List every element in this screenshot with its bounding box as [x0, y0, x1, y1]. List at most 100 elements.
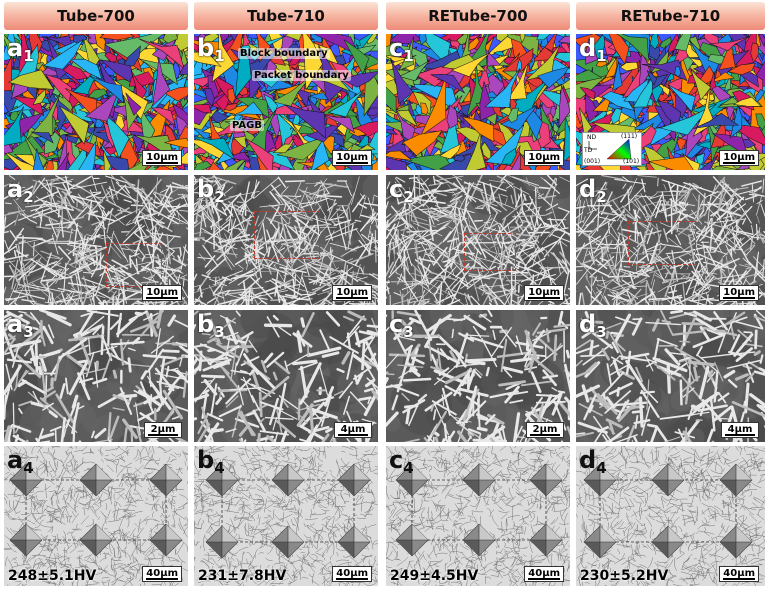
panel-subscript: 2: [596, 188, 607, 206]
sem-micrograph-image: [194, 310, 378, 442]
scale-bar: 10μm: [719, 285, 759, 301]
panel-d4: d4 40μm 230±5.2HV: [576, 446, 765, 586]
panel-subscript: 2: [403, 188, 414, 206]
panel-b3: b3 4μm: [194, 310, 378, 442]
zoom-region-box: [464, 233, 516, 271]
panel-subscript: 2: [214, 188, 225, 206]
ipf-td-label: TD: [584, 147, 593, 154]
panel-label: b2: [197, 175, 225, 211]
scale-bar: 4μm: [334, 422, 372, 438]
scale-bar: 10μm: [142, 285, 182, 301]
panel-label: b1: [197, 34, 225, 70]
panel-subscript: 1: [23, 47, 34, 65]
panel-subscript: 1: [214, 47, 225, 65]
panel-label: d2: [579, 175, 607, 211]
hardness-value: 231±7.8HV: [198, 568, 287, 584]
ipf-001-label: (001): [584, 158, 601, 165]
ipf-111-label: (111): [621, 133, 638, 140]
hardness-indent-image: [4, 446, 188, 586]
panel-letter: b: [197, 310, 215, 338]
panel-c3: c3 2μm: [386, 310, 570, 442]
hardness-indent-image: [194, 446, 378, 586]
panel-letter: a: [7, 310, 24, 338]
panel-subscript: 4: [214, 459, 225, 477]
ebsd-map-image: [4, 34, 188, 170]
panel-letter: c: [389, 34, 404, 62]
panel-letter: b: [197, 446, 215, 474]
panel-letter: b: [197, 175, 215, 203]
panel-letter: a: [7, 446, 24, 474]
scale-bar: 2μm: [526, 422, 564, 438]
hardness-indent-image: [386, 446, 570, 586]
panel-letter: d: [579, 446, 597, 474]
panel-label: b4: [197, 446, 225, 482]
panel-label: a4: [7, 446, 34, 482]
panel-subscript: 1: [403, 47, 414, 65]
scale-bar: 10μm: [332, 150, 372, 166]
panel-letter: a: [7, 175, 24, 203]
hardness-indent-image: [576, 446, 765, 586]
panel-letter: d: [579, 175, 597, 203]
hardness-value: 248±5.1HV: [8, 568, 97, 584]
pagb-label: PAGB: [230, 120, 264, 131]
scale-bar: 10μm: [142, 150, 182, 166]
panel-label: d3: [579, 310, 607, 346]
panel-letter: d: [579, 34, 597, 62]
scale-bar: 40μm: [719, 566, 759, 582]
panel-subscript: 4: [23, 459, 34, 477]
panel-b1: b1 10μm Block boundary Packet boundary PAGB: [194, 34, 378, 170]
panel-subscript: 3: [596, 323, 607, 341]
panel-label: d4: [579, 446, 607, 482]
scale-bar: 10μm: [524, 285, 564, 301]
panel-label: b3: [197, 310, 225, 346]
panel-letter: d: [579, 310, 597, 338]
hardness-value: 230±5.2HV: [580, 568, 669, 584]
panel-subscript: 1: [596, 47, 607, 65]
sem-micrograph-image: [576, 175, 765, 305]
panel-d3: d3 4μm: [576, 310, 765, 442]
panel-letter: c: [389, 310, 404, 338]
scale-bar: 10μm: [719, 150, 759, 166]
zoom-region-box: [106, 243, 162, 287]
scale-bar: 40μm: [332, 566, 372, 582]
ipf-101-label: (101): [623, 158, 640, 165]
panel-letter: a: [7, 34, 24, 62]
panel-label: d1: [579, 34, 607, 70]
panel-subscript: 2: [23, 188, 34, 206]
panel-a2: a2 10μm: [4, 175, 188, 305]
sem-micrograph-image: [386, 175, 570, 305]
ebsd-map-image: [386, 34, 570, 170]
scale-bar: 40μm: [524, 566, 564, 582]
sem-micrograph-image: [386, 310, 570, 442]
panel-d2: d2 10μm: [576, 175, 765, 305]
column-header-retube-710: RETube-710: [576, 2, 765, 30]
scale-bar: 10μm: [332, 285, 372, 301]
panel-label: a1: [7, 34, 34, 70]
panel-letter: c: [389, 175, 404, 203]
panel-c1: c1 10μm: [386, 34, 570, 170]
sem-micrograph-image: [4, 310, 188, 442]
scale-bar: 2μm: [144, 422, 182, 438]
panel-b4: b4 40μm 231±7.8HV: [194, 446, 378, 586]
panel-label: a2: [7, 175, 34, 211]
panel-c2: c2 10μm: [386, 175, 570, 305]
block-boundary-label: Block boundary: [238, 48, 330, 59]
panel-d1: d1 10μm ND TD (111) (001) (101): [576, 34, 765, 170]
panel-a4: a4 40μm 248±5.1HV: [4, 446, 188, 586]
sem-micrograph-image: [4, 175, 188, 305]
hardness-value: 249±4.5HV: [390, 568, 479, 584]
scale-bar: 40μm: [142, 566, 182, 582]
panel-subscript: 3: [214, 323, 225, 341]
ipf-triangle-icon: [588, 138, 632, 160]
panel-b2: b2 10μm: [194, 175, 378, 305]
panel-label: c1: [389, 34, 414, 70]
panel-subscript: 3: [23, 323, 34, 341]
packet-boundary-label: Packet boundary: [252, 70, 351, 81]
column-header-tube-700: Tube-700: [4, 2, 188, 30]
column-header-tube-710: Tube-710: [194, 2, 378, 30]
panel-c4: c4 40μm 249±4.5HV: [386, 446, 570, 586]
zoom-region-box: [254, 211, 320, 259]
sem-micrograph-image: [576, 310, 765, 442]
panel-a3: a3 2μm: [4, 310, 188, 442]
panel-letter: b: [197, 34, 215, 62]
